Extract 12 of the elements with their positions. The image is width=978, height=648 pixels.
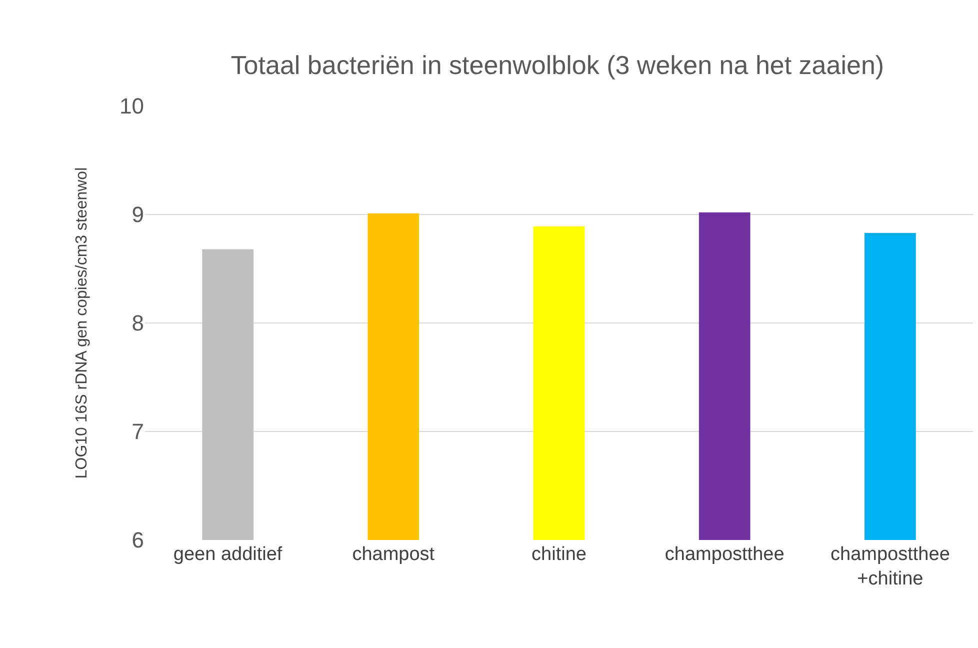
y-tick-label: 8 [132, 310, 144, 336]
y-tick-label: 9 [132, 202, 144, 228]
x-tick-label: champostthee [664, 544, 784, 565]
y-tick-label: 7 [132, 419, 144, 444]
y-tick-label: 6 [132, 528, 144, 553]
x-tick-label: champost [352, 544, 436, 565]
x-tick-label: champostthee +chitine [830, 544, 950, 590]
x-tick-label: geen additief [173, 544, 283, 565]
x-tick-label: chitine [532, 544, 586, 565]
y-axis-title: LOG10 16S rDNA gen copies/cm3 steenwol [73, 167, 90, 479]
chart-title: Totaal bacteriën in steenwolblok (3 weken na het zaaien) [230, 50, 884, 80]
y-tick-label: 10 [120, 94, 144, 119]
